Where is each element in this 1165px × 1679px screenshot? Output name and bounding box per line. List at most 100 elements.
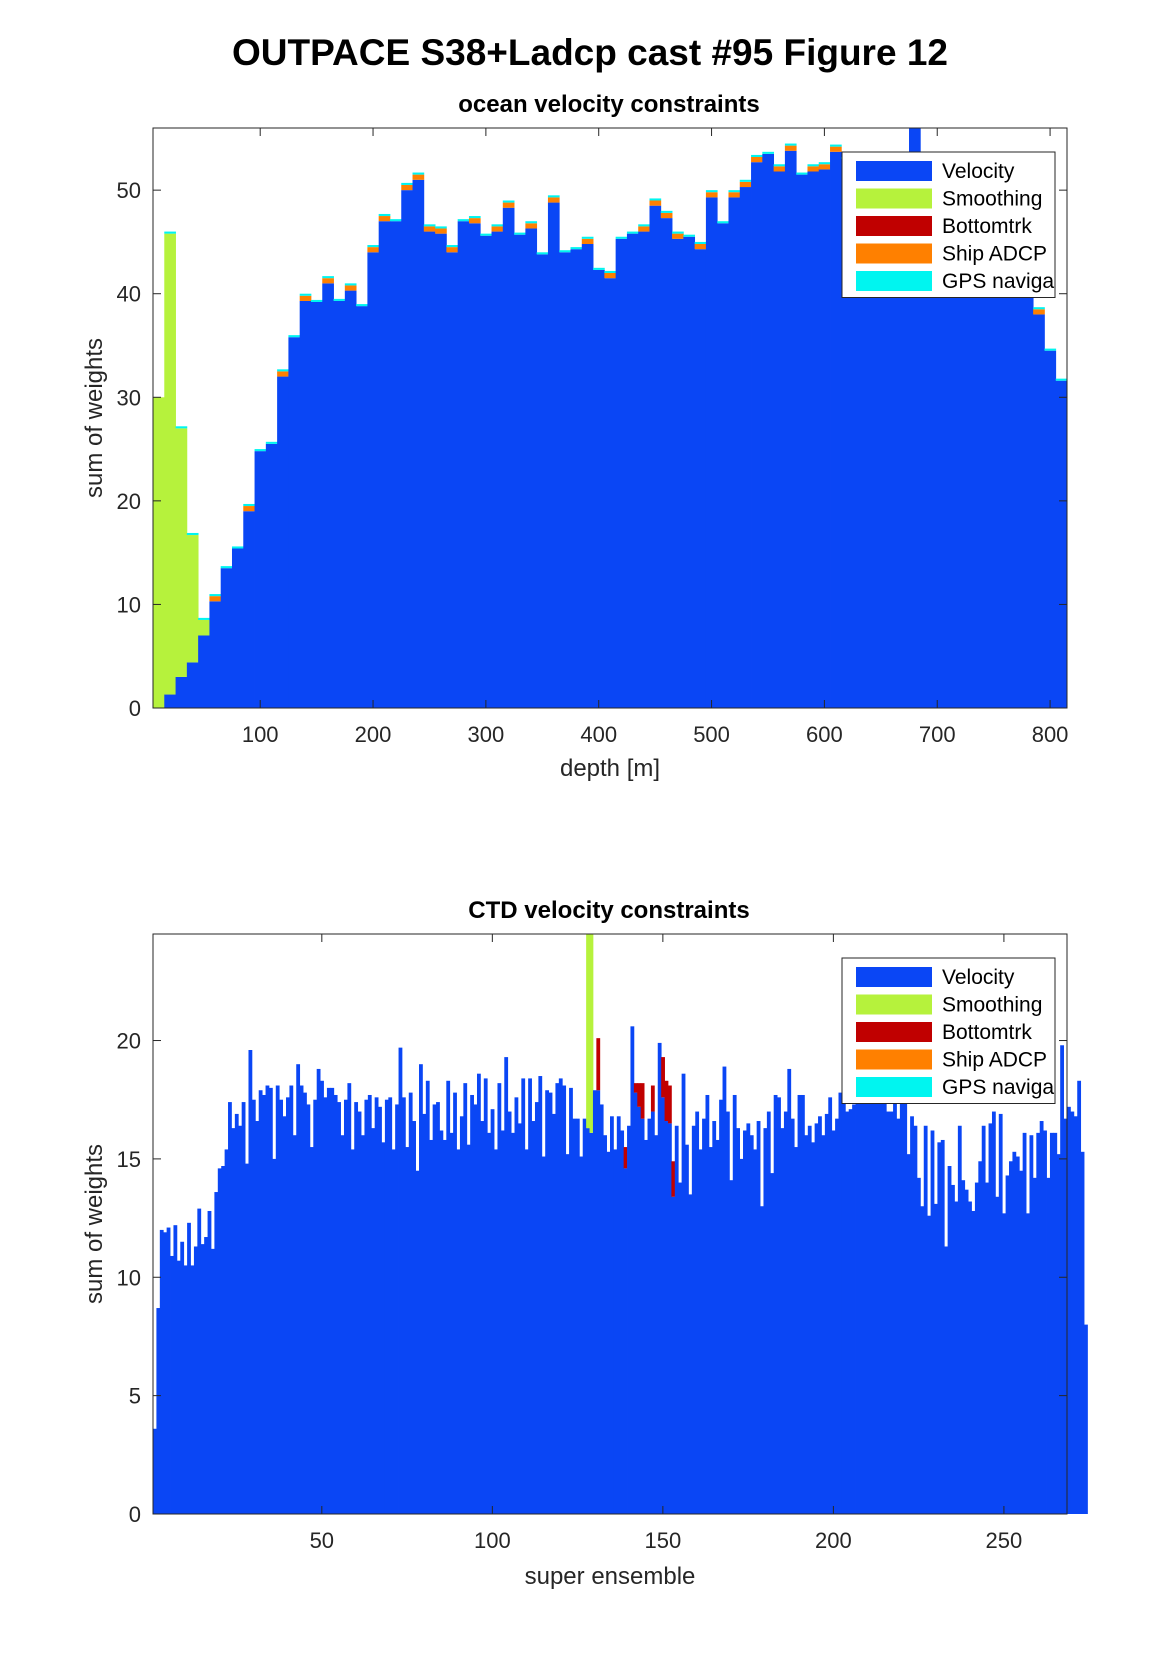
y-tick-label: 30 bbox=[117, 385, 141, 410]
bar-segment-velocity bbox=[899, 1066, 904, 1514]
y-tick-label: 0 bbox=[129, 696, 141, 721]
bar-segment-gps-naviga bbox=[514, 232, 526, 235]
bar-segment-bottomtrk bbox=[661, 1057, 665, 1098]
bar-segment-velocity bbox=[473, 1104, 478, 1514]
bar-segment-velocity bbox=[187, 1222, 191, 1514]
bar-segment-velocity bbox=[156, 1308, 161, 1514]
bar-segment-velocity bbox=[657, 1042, 662, 1514]
bar-segment-ship-adcp bbox=[435, 228, 447, 234]
bar-segment-velocity bbox=[586, 1128, 590, 1514]
bar-group bbox=[153, 128, 1068, 709]
bar-segment-bottomtrk bbox=[633, 1083, 638, 1093]
x-tick-label: 250 bbox=[986, 1528, 1023, 1553]
bar-segment-velocity bbox=[985, 1182, 989, 1514]
bar-segment-velocity bbox=[698, 1149, 703, 1514]
y-tick-label: 15 bbox=[117, 1147, 141, 1172]
bar-segment-velocity bbox=[725, 1111, 730, 1514]
bar-segment-ship-adcp bbox=[728, 192, 741, 198]
bar-segment-ship-adcp bbox=[660, 212, 673, 219]
bar-segment-velocity bbox=[796, 174, 808, 709]
legend-label: Bottomtrk bbox=[942, 1021, 1032, 1044]
bar-segment-velocity bbox=[638, 231, 650, 708]
bar-segment-gps-naviga bbox=[231, 546, 244, 549]
bar-segment-ship-adcp bbox=[367, 247, 380, 253]
bar-segment-velocity bbox=[525, 228, 538, 708]
bar-segment-velocity bbox=[647, 1118, 652, 1514]
bar-segment-velocity bbox=[685, 1144, 689, 1514]
bar-segment-velocity bbox=[500, 1130, 505, 1514]
bar-segment-velocity bbox=[790, 1118, 795, 1514]
bar-segment-gps-naviga bbox=[288, 335, 301, 338]
bar-segment-velocity bbox=[582, 1118, 587, 1514]
bar-segment-velocity bbox=[804, 1135, 809, 1514]
bar-segment-velocity bbox=[1053, 1132, 1058, 1514]
x-axis-label: super ensemble bbox=[525, 1563, 696, 1590]
bar-segment-gps-naviga bbox=[728, 190, 741, 193]
bar-segment-ship-adcp bbox=[209, 596, 222, 602]
bar-segment-velocity bbox=[299, 1085, 304, 1514]
bar-segment-velocity bbox=[429, 1139, 434, 1514]
bar-segment-velocity bbox=[258, 1090, 263, 1514]
bar-segment-velocity bbox=[807, 1125, 812, 1514]
bar-segment-velocity bbox=[214, 1192, 219, 1514]
bar-segment-ship-adcp bbox=[525, 223, 538, 229]
bar-segment-velocity bbox=[702, 1118, 706, 1514]
bar-segment-velocity bbox=[432, 1104, 437, 1514]
x-tick-label: 100 bbox=[242, 722, 279, 747]
bar-segment-velocity bbox=[753, 1149, 758, 1514]
bar-segment-gps-naviga bbox=[198, 617, 210, 620]
bar-segment-velocity bbox=[575, 1118, 580, 1514]
bar-segment-velocity bbox=[367, 252, 380, 709]
bar-segment-velocity bbox=[354, 1102, 359, 1514]
bar-segment-velocity bbox=[243, 511, 255, 708]
bar-segment-velocity bbox=[197, 1208, 202, 1514]
bar-segment-velocity bbox=[323, 1097, 328, 1514]
bar-segment-velocity bbox=[879, 1078, 884, 1514]
bar-segment-velocity bbox=[466, 1144, 471, 1514]
bar-segment-velocity bbox=[762, 153, 775, 708]
bar-segment-gps-naviga bbox=[435, 226, 447, 229]
bar-segment-ship-adcp bbox=[604, 273, 617, 279]
legend-swatch bbox=[856, 1077, 932, 1097]
legend-label: Velocity bbox=[942, 966, 1015, 989]
bar-segment-velocity bbox=[357, 1111, 362, 1514]
bar-segment-bottomtrk bbox=[596, 1038, 601, 1091]
legend-swatch bbox=[856, 271, 932, 291]
bar-segment-velocity bbox=[277, 376, 289, 708]
bar-segment-velocity bbox=[794, 1147, 798, 1514]
bar-segment-velocity bbox=[712, 1121, 717, 1514]
bar-segment-velocity bbox=[316, 1068, 321, 1514]
bar-segment-velocity bbox=[310, 302, 323, 708]
bar-segment-gps-naviga bbox=[559, 250, 571, 253]
bar-segment-velocity bbox=[739, 1158, 744, 1514]
bar-segment-velocity bbox=[615, 238, 628, 708]
bar-segment-velocity bbox=[999, 212, 1011, 708]
bar-segment-velocity bbox=[419, 1064, 423, 1514]
bar-segment-velocity bbox=[728, 197, 741, 708]
bar-segment-gps-naviga bbox=[536, 252, 549, 255]
bar-segment-velocity bbox=[238, 1125, 243, 1514]
bar-segment-velocity bbox=[780, 1128, 785, 1514]
bar-segment-ship-adcp bbox=[243, 506, 255, 512]
bar-segment-gps-naviga bbox=[705, 190, 718, 193]
bar-segment-velocity bbox=[356, 306, 368, 708]
bar-segment-velocity bbox=[457, 221, 470, 708]
bar-segment-velocity bbox=[961, 1180, 966, 1514]
bar-segment-velocity bbox=[534, 1102, 539, 1514]
bar-segment-gps-naviga bbox=[1055, 378, 1068, 381]
bar-segment-velocity bbox=[210, 1248, 215, 1514]
bar-segment-gps-naviga bbox=[491, 224, 504, 227]
legend-label: Bottomtrk bbox=[942, 215, 1032, 238]
bar-segment-gps-naviga bbox=[367, 245, 380, 248]
bar-segment-velocity bbox=[344, 290, 357, 708]
bar-segment-velocity bbox=[401, 190, 413, 708]
bar-segment-velocity bbox=[592, 1090, 597, 1514]
bar-segment-velocity bbox=[599, 1104, 604, 1514]
bar-segment-gps-naviga bbox=[1033, 307, 1045, 310]
bar-segment-velocity bbox=[296, 1064, 301, 1514]
bar-segment-velocity bbox=[678, 1182, 683, 1514]
bar-segment-velocity bbox=[536, 254, 549, 709]
bar-segment-gps-naviga bbox=[175, 426, 188, 429]
x-tick-label: 400 bbox=[580, 722, 617, 747]
